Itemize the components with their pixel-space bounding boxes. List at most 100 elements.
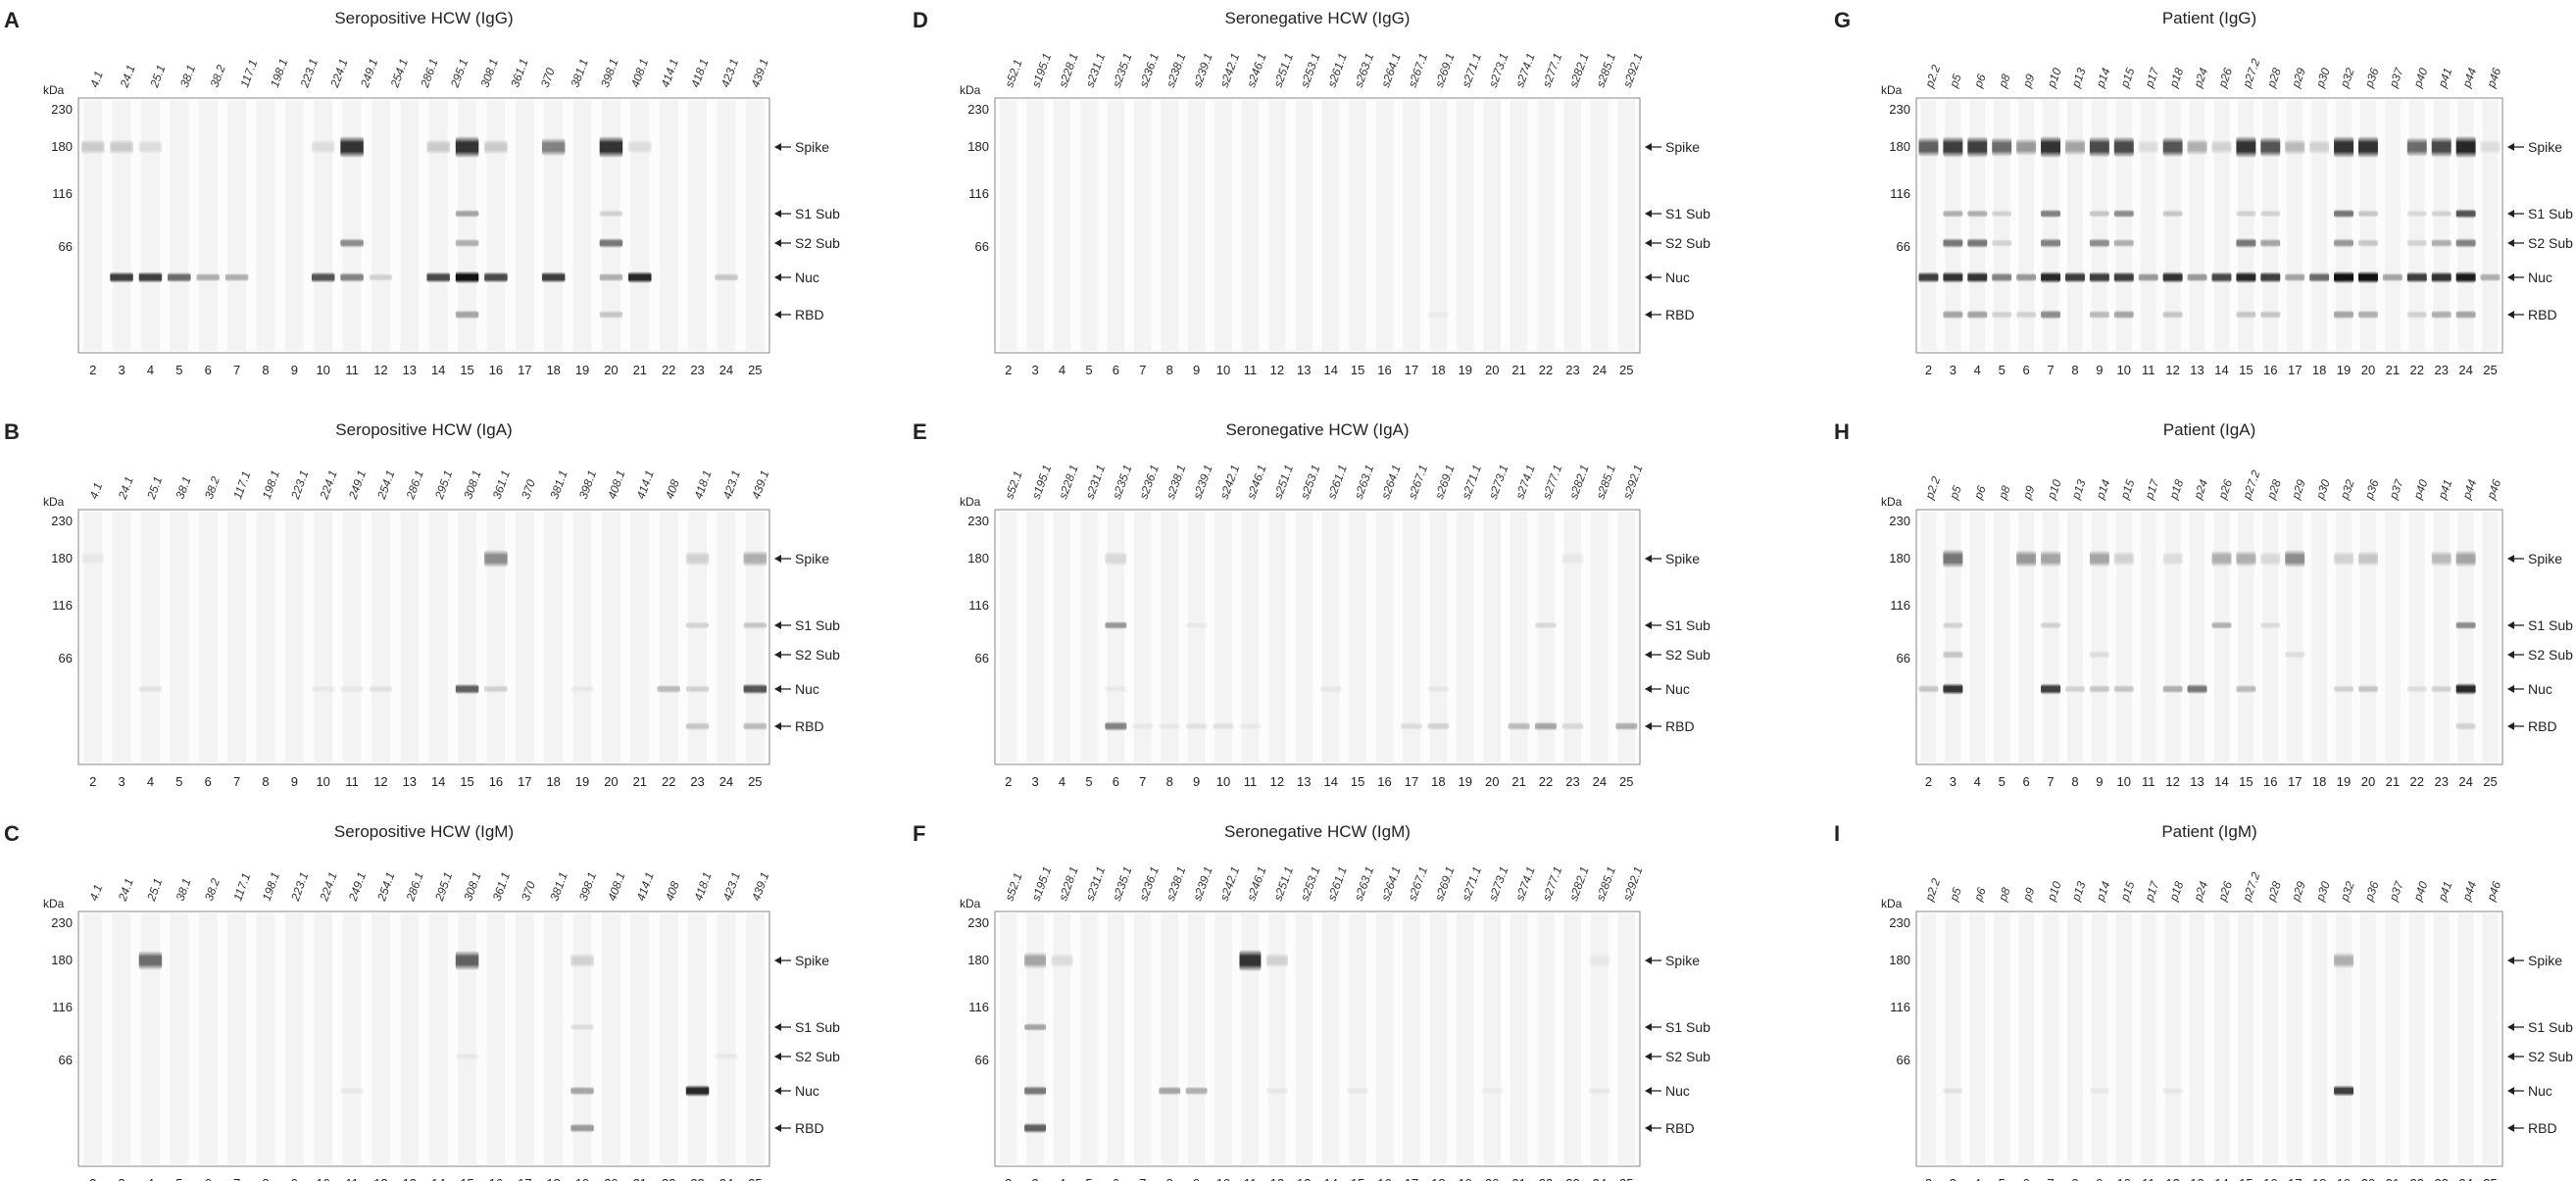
panel-f xyxy=(994,910,1661,1167)
sample-label: 370 xyxy=(519,477,538,501)
band xyxy=(484,549,508,568)
band xyxy=(2064,271,2085,283)
band-arrow-icon xyxy=(2507,311,2514,319)
lane-number: 3 xyxy=(1032,1176,1039,1181)
lane-number: 16 xyxy=(2263,363,2277,377)
lane-number: 14 xyxy=(2214,774,2228,789)
lane-number: 12 xyxy=(1270,1176,1284,1181)
lane xyxy=(1187,512,1206,763)
lane xyxy=(1187,100,1206,351)
sample-label: p6 xyxy=(1971,885,1989,904)
lane-number: 4 xyxy=(1974,363,1981,377)
sample-label: p9 xyxy=(2019,72,2037,90)
panel-a xyxy=(77,97,791,354)
lane xyxy=(630,512,650,763)
lane xyxy=(999,512,1017,763)
band xyxy=(1400,722,1422,730)
lane-number: 14 xyxy=(431,774,445,789)
band xyxy=(1265,953,1288,968)
band xyxy=(2162,1087,2183,1095)
band xyxy=(80,139,105,155)
band-arrow-icon xyxy=(1645,722,1652,730)
sample-label: p29 xyxy=(2289,477,2308,502)
band xyxy=(685,621,710,629)
lane-number: 20 xyxy=(604,774,618,789)
lane xyxy=(2164,512,2181,763)
lane xyxy=(2262,512,2279,763)
lane xyxy=(544,100,564,351)
sample-label: s273.1 xyxy=(1486,463,1511,501)
lane xyxy=(1214,913,1232,1164)
panel-title: Seronegative HCW (IgM) xyxy=(1224,822,1411,841)
band xyxy=(2406,310,2427,320)
sample-label: 414.1 xyxy=(633,468,656,501)
lane xyxy=(1080,100,1098,351)
band xyxy=(570,953,594,968)
lane xyxy=(428,913,448,1164)
sample-label: s235.1 xyxy=(1110,51,1134,89)
sample-label: 439.1 xyxy=(748,57,770,89)
band xyxy=(340,272,364,282)
sample-label: 408.1 xyxy=(605,870,627,903)
band-label: S2 Sub xyxy=(2528,647,2573,663)
band-label: S2 Sub xyxy=(2528,235,2573,251)
lane-number: 3 xyxy=(1032,774,1039,789)
lane-number: 11 xyxy=(1244,363,1258,377)
band xyxy=(1943,210,1963,218)
band xyxy=(2016,550,2037,567)
lane xyxy=(1134,100,1152,351)
lane xyxy=(1429,913,1448,1164)
lane-number: 23 xyxy=(1565,774,1579,789)
lane xyxy=(1994,512,2010,763)
lane xyxy=(1403,100,1420,351)
lane xyxy=(2140,512,2156,763)
band xyxy=(2455,310,2476,320)
band xyxy=(2113,271,2134,283)
blot-frame xyxy=(994,97,1641,354)
lane-number: 13 xyxy=(2190,1176,2204,1181)
lane-number: 4 xyxy=(1059,363,1065,377)
lane-number: 24 xyxy=(719,774,733,789)
band-arrow-icon xyxy=(1645,1124,1652,1132)
lane-number: 9 xyxy=(2096,774,2103,789)
lane-number: 22 xyxy=(662,363,675,377)
lane-number: 3 xyxy=(118,1176,124,1181)
lane-number: 23 xyxy=(2434,774,2448,789)
lane-number: 3 xyxy=(118,363,124,377)
band-arrow-icon xyxy=(774,210,781,218)
band-arrow-icon xyxy=(774,722,781,730)
sample-label: s242.1 xyxy=(1217,51,1242,89)
band xyxy=(2406,137,2427,157)
lane xyxy=(1026,512,1044,763)
band xyxy=(628,139,652,155)
band xyxy=(2431,136,2452,158)
lane-number: 6 xyxy=(2023,363,2030,377)
lane xyxy=(284,512,304,763)
band xyxy=(743,621,768,629)
band xyxy=(2041,209,2061,219)
lane xyxy=(1241,913,1260,1164)
lane-number: 16 xyxy=(489,774,503,789)
lane xyxy=(314,913,333,1164)
lane xyxy=(2408,913,2425,1164)
blot-frame xyxy=(1915,97,2503,354)
lane xyxy=(572,100,592,351)
sample-label: p27.2 xyxy=(2240,870,2263,904)
band-label: Spike xyxy=(795,139,829,155)
lane xyxy=(112,512,131,763)
band xyxy=(1159,1086,1181,1096)
mw-marker: 66 xyxy=(975,651,989,665)
sample-label: s273.1 xyxy=(1486,864,1511,903)
lane-number: 4 xyxy=(147,774,154,789)
panel-title: Patient (IgM) xyxy=(2161,822,2256,841)
band-arrow-icon xyxy=(1645,555,1652,563)
lane-number: 19 xyxy=(575,363,589,377)
lane xyxy=(170,100,189,351)
lane xyxy=(2189,100,2205,351)
lane-number: 15 xyxy=(2239,363,2253,377)
lane-number: 9 xyxy=(1193,774,1200,789)
sample-label: 24.1 xyxy=(115,876,135,904)
sample-label: s261.1 xyxy=(1324,864,1349,903)
lane xyxy=(688,913,707,1164)
lane xyxy=(1483,913,1501,1164)
